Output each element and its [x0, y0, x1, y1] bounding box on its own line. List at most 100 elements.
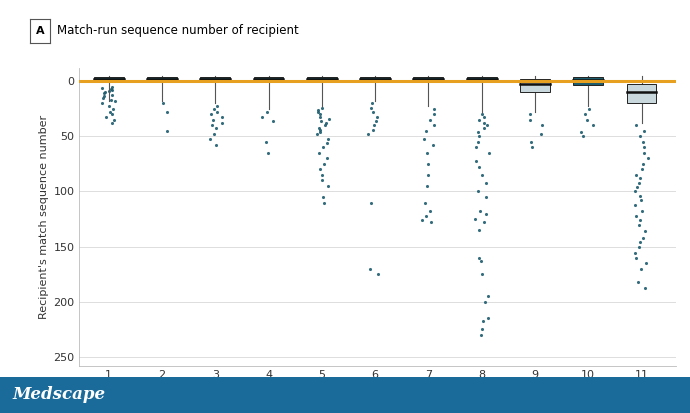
- Point: [636, 265, 647, 272]
- Point: [99, 90, 110, 97]
- Point: [640, 228, 651, 235]
- Point: [97, 85, 108, 91]
- Point: [106, 97, 117, 103]
- Point: [475, 331, 486, 338]
- Point: [109, 116, 120, 123]
- Point: [636, 166, 647, 173]
- Bar: [466, 77, 497, 83]
- Point: [633, 243, 644, 250]
- Point: [482, 122, 493, 129]
- Point: [208, 131, 219, 138]
- Point: [314, 150, 325, 156]
- Text: Medscape: Medscape: [12, 386, 106, 404]
- Bar: [360, 77, 390, 81]
- Point: [580, 111, 591, 118]
- Point: [205, 111, 216, 118]
- Point: [210, 142, 221, 149]
- Point: [368, 122, 380, 129]
- Bar: [307, 77, 337, 81]
- Point: [371, 118, 382, 124]
- Point: [477, 172, 488, 178]
- Point: [426, 219, 437, 225]
- Point: [315, 166, 326, 173]
- Point: [311, 131, 322, 138]
- Point: [476, 271, 487, 278]
- Bar: [573, 77, 603, 85]
- Point: [211, 124, 222, 131]
- Point: [631, 254, 642, 261]
- Point: [583, 106, 594, 112]
- Point: [108, 106, 119, 112]
- Point: [105, 109, 116, 116]
- Bar: [254, 77, 284, 81]
- Point: [479, 124, 490, 131]
- Point: [317, 177, 328, 184]
- Point: [368, 126, 379, 133]
- Point: [422, 172, 433, 178]
- Point: [110, 98, 121, 104]
- Point: [578, 133, 589, 140]
- Point: [480, 210, 491, 217]
- Point: [469, 216, 480, 222]
- Point: [631, 122, 642, 129]
- Point: [317, 144, 328, 151]
- Bar: [520, 79, 550, 93]
- Text: Match-run sequence number of recipient: Match-run sequence number of recipient: [57, 24, 298, 38]
- Point: [422, 150, 433, 156]
- Point: [587, 122, 598, 129]
- Point: [635, 217, 646, 223]
- Point: [157, 100, 168, 107]
- Point: [420, 199, 431, 206]
- Point: [106, 120, 117, 126]
- Point: [97, 95, 108, 101]
- Bar: [147, 77, 177, 81]
- Point: [106, 87, 117, 93]
- Point: [205, 135, 216, 142]
- Point: [323, 135, 334, 142]
- Point: [315, 113, 326, 120]
- Point: [315, 118, 326, 124]
- Point: [162, 109, 173, 116]
- Point: [320, 122, 331, 129]
- Point: [428, 106, 440, 112]
- Point: [260, 139, 271, 145]
- Point: [424, 208, 435, 215]
- Point: [638, 150, 649, 156]
- Point: [472, 129, 483, 135]
- Point: [365, 104, 376, 111]
- Point: [471, 144, 482, 151]
- Point: [480, 298, 491, 305]
- Point: [322, 140, 333, 146]
- Point: [641, 260, 652, 266]
- Point: [315, 111, 326, 118]
- Point: [97, 100, 108, 107]
- Point: [208, 106, 219, 112]
- Point: [417, 217, 428, 223]
- Point: [319, 199, 330, 206]
- Point: [638, 161, 649, 167]
- Point: [638, 235, 649, 241]
- Point: [262, 109, 273, 116]
- Point: [162, 128, 173, 134]
- Point: [638, 139, 649, 145]
- Point: [212, 102, 223, 109]
- Point: [320, 120, 331, 126]
- Point: [322, 183, 333, 189]
- Bar: [413, 77, 443, 81]
- Bar: [627, 83, 656, 103]
- Point: [316, 104, 327, 111]
- Point: [524, 111, 535, 118]
- Point: [477, 111, 488, 118]
- Point: [208, 116, 219, 123]
- Point: [536, 122, 547, 129]
- Point: [317, 172, 328, 178]
- Point: [257, 113, 268, 120]
- Point: [635, 175, 646, 182]
- Point: [475, 258, 486, 264]
- Point: [313, 107, 324, 113]
- Point: [319, 161, 330, 167]
- Point: [314, 124, 325, 131]
- Point: [535, 131, 546, 138]
- Point: [483, 150, 494, 156]
- Point: [526, 144, 538, 151]
